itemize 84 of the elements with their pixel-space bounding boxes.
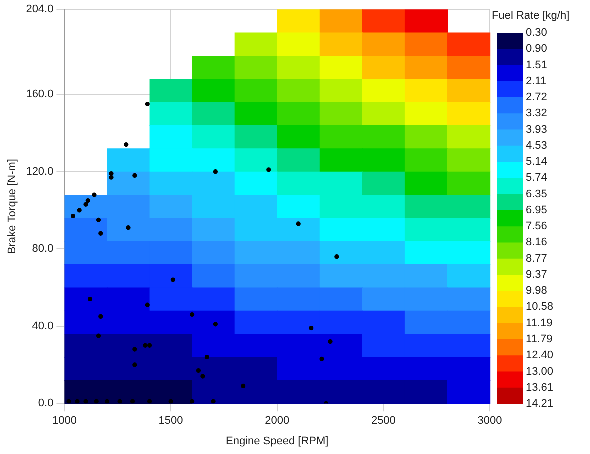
point [143,343,148,348]
color-bar-label: 9.98 [526,285,548,298]
point [145,302,150,308]
point [96,334,102,338]
point [130,399,136,404]
point [200,374,206,379]
color-bar-label: 11.19 [526,317,553,330]
point [96,218,102,222]
point [92,192,97,198]
point [77,208,82,213]
point [132,362,138,368]
color-bar-label: 14.21 [526,398,554,410]
color-bar-label: 8.77 [526,252,548,265]
color-bar-label: 0.30 [526,27,548,40]
point [211,399,216,404]
point [118,399,122,404]
point [104,399,110,404]
color-bar-label: 11.79 [526,334,553,346]
point [132,347,138,352]
point [109,171,114,176]
point [213,170,218,174]
color-bar-label: 2.11 [526,75,547,88]
y-axis-title: Brake Torque [N-m] [6,159,19,254]
point [190,399,195,404]
point [98,314,104,319]
x-tick-label: 2000 [265,415,290,428]
color-bar-label: 5.14 [526,156,548,168]
x-axis-title: Engine Speed [RPM] [226,435,329,448]
y-tick-label: 40.0 [32,320,54,332]
point [126,226,131,230]
color-bar-label: 13.00 [526,366,554,378]
point [124,142,129,148]
x-tick-label: 3000 [478,415,502,428]
color-bar-label: 5.74 [526,172,548,184]
y-tick-label: 80.0 [32,243,54,256]
point [170,278,176,282]
point [88,297,93,302]
x-tick-label: 1000 [52,415,77,428]
point [109,175,114,180]
point [296,222,301,226]
point [98,231,104,236]
color-bar-label: 6.95 [526,204,548,216]
point [190,312,195,318]
point [196,368,201,374]
color-bar-label: 6.35 [526,188,548,200]
y-tick-label: 0.0 [38,398,54,410]
point [66,399,72,404]
point [241,384,246,389]
color-bar-label: 4.53 [526,140,548,152]
color-bar-label: 3.32 [526,108,548,120]
point [70,214,76,219]
x-tick-label: 2500 [371,415,396,428]
point [204,354,210,360]
point [94,399,99,404]
color-bar-label: 7.56 [526,220,548,233]
point [334,254,340,260]
x-tick-label: 1500 [158,415,184,428]
point [132,173,138,178]
y-tick-label: 120.0 [26,166,54,178]
point [84,399,88,404]
color-bar-label: 2.72 [526,92,548,104]
point [328,339,333,344]
point [84,202,88,207]
point [168,399,174,404]
color-bar-label: 3.93 [526,124,548,136]
color-bar-label: 0.90 [526,43,548,56]
color-bar-label: 10.58 [526,301,554,314]
point [75,399,80,404]
y-tick-label: 204.0 [26,4,54,16]
color-bar-label: 1.51 [526,59,548,72]
point [145,102,150,107]
point [266,168,272,172]
color-bar-label: 13.61 [526,382,554,394]
color-bar-label: 9.37 [526,268,548,281]
point [147,399,152,404]
point [86,198,90,204]
color-bar-title: Fuel Rate [kg/h] [492,10,570,22]
point [147,343,152,348]
color-bar-label: 12.40 [526,350,554,362]
color-bar-label: 8.16 [526,236,548,249]
point [309,326,314,331]
point [213,322,218,327]
point [320,356,324,362]
y-tick-label: 160.0 [26,88,54,101]
